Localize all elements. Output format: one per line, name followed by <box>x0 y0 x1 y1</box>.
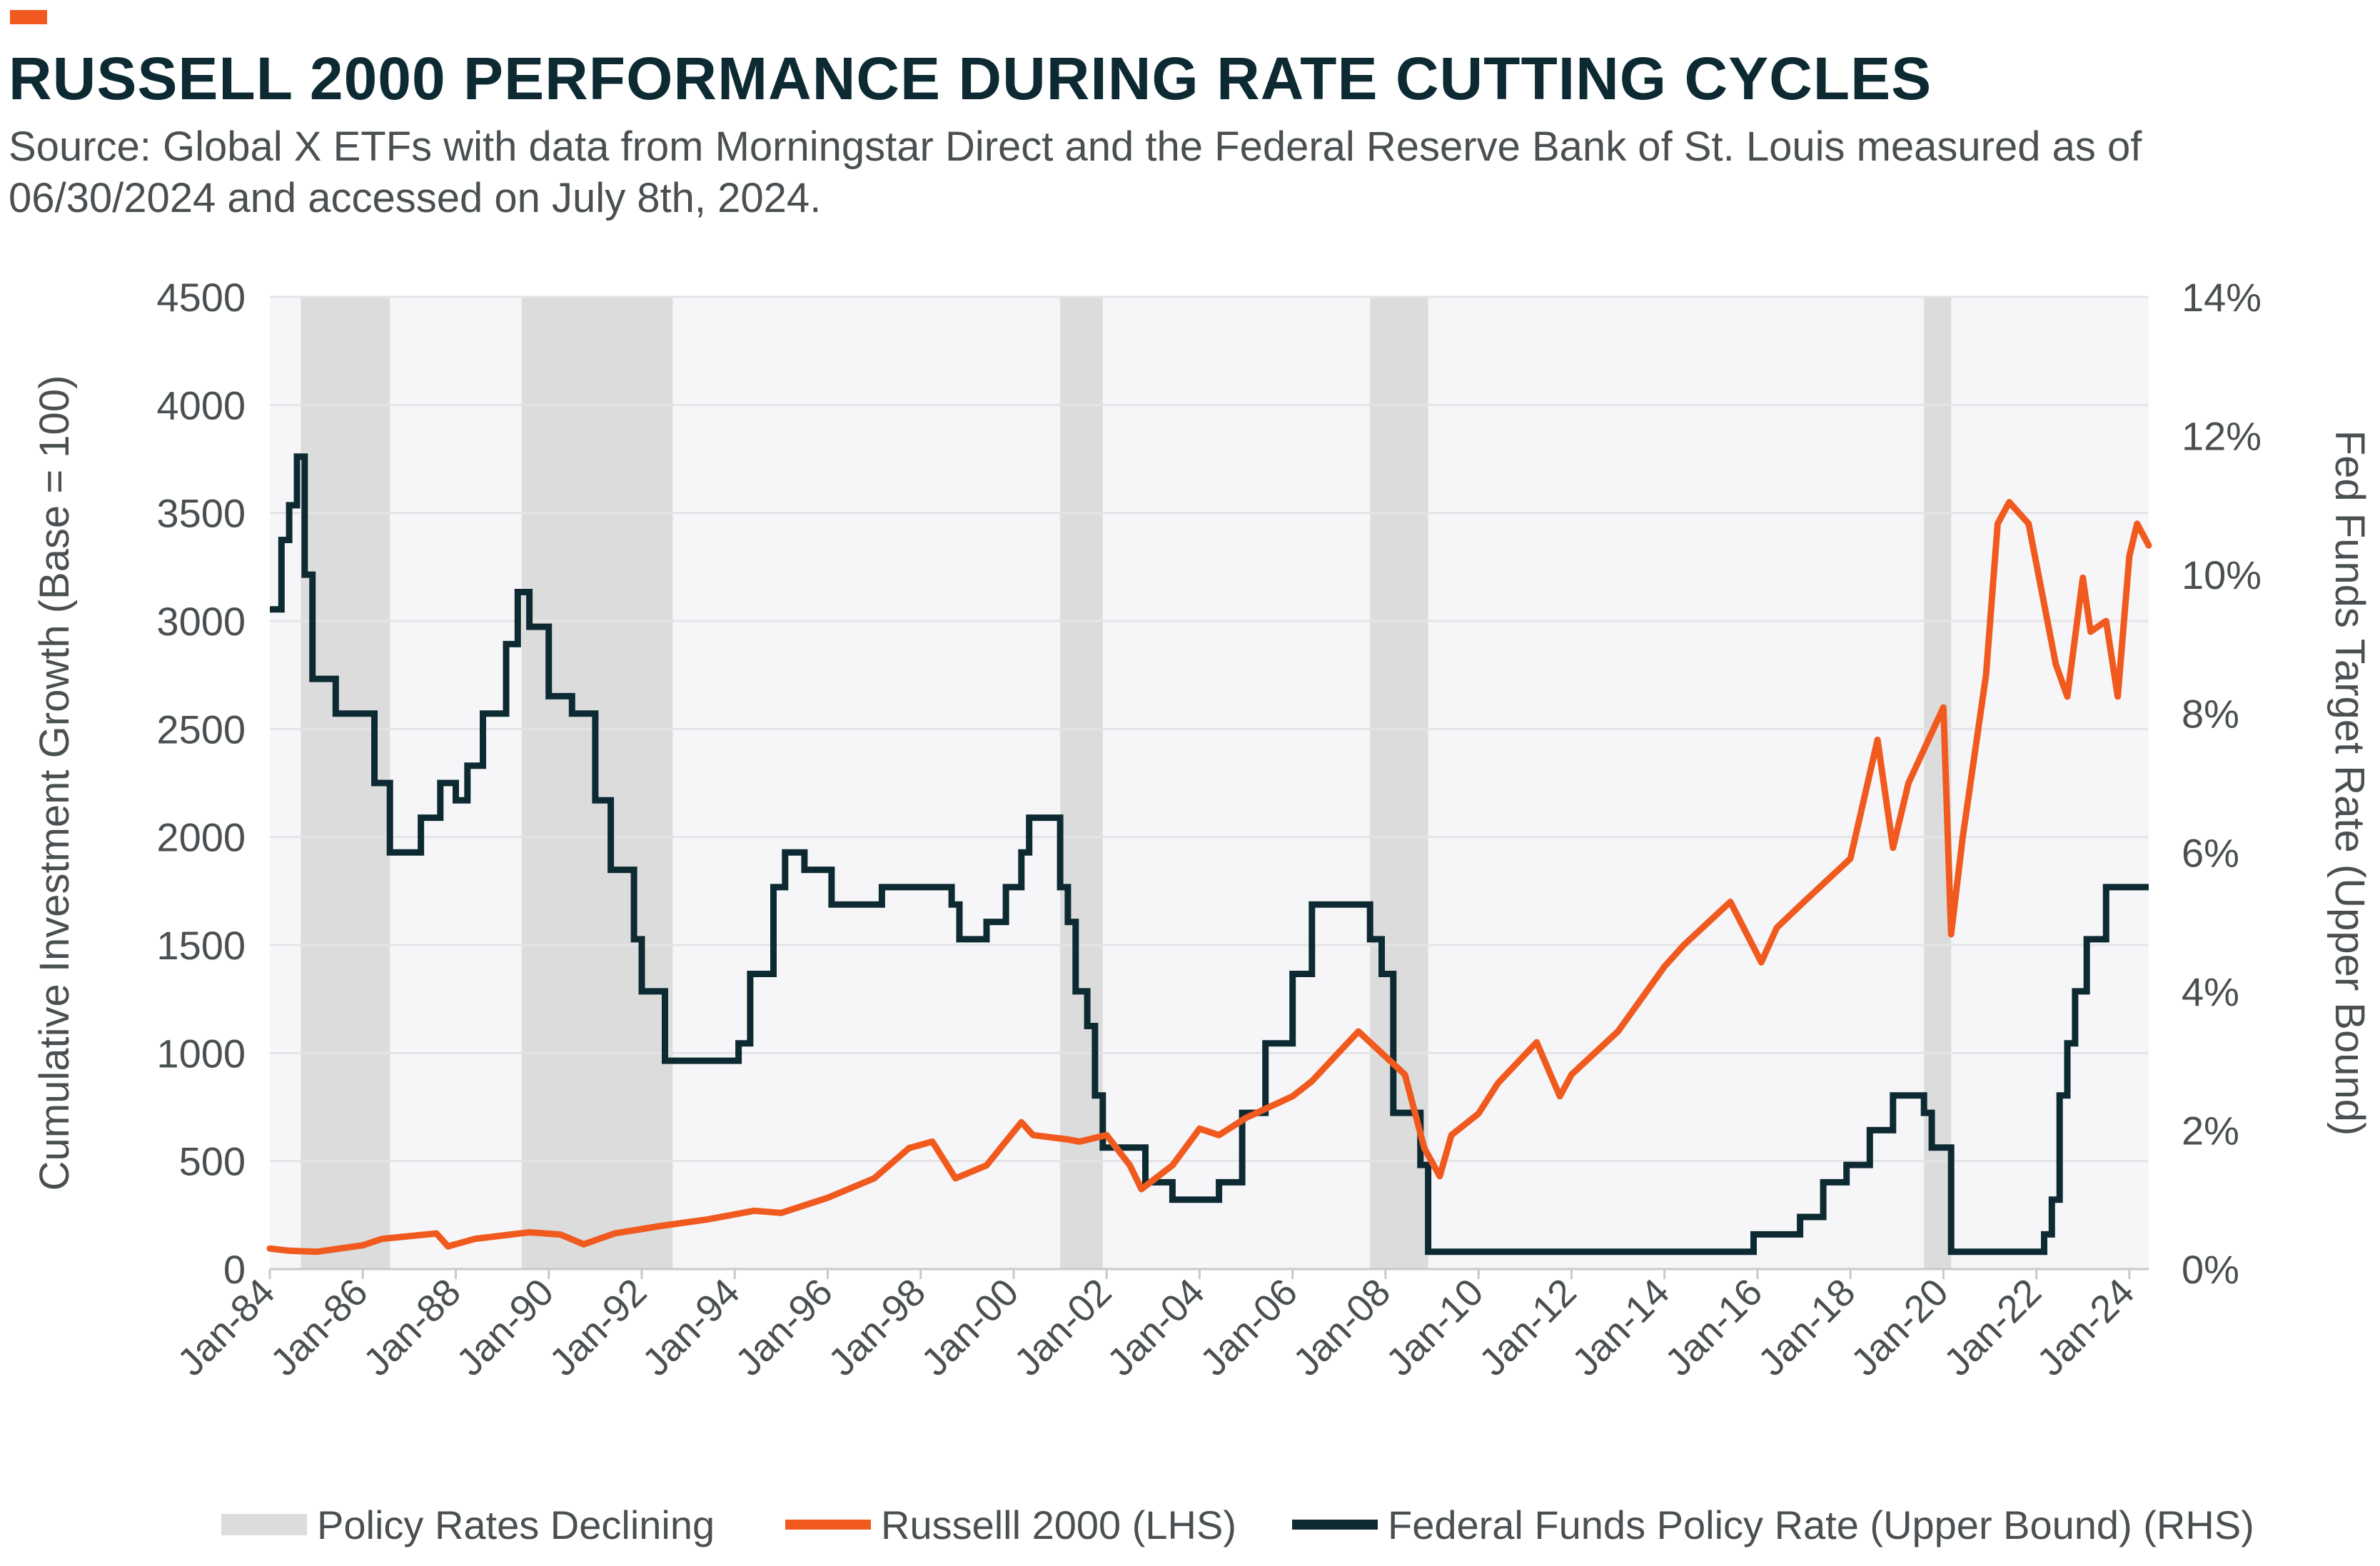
x-tick-label: Jan-94 <box>635 1271 748 1384</box>
y-right-axis-title: Fed Funds Target Rate (Upper Bound) <box>2326 430 2373 1136</box>
x-tick-label: Jan-16 <box>1657 1271 1770 1384</box>
x-tick-label: Jan-22 <box>1936 1271 2049 1384</box>
chart-subtitle: Source: Global X ETFs with data from Mor… <box>9 123 2142 221</box>
legend-swatch-shade <box>221 1514 307 1535</box>
shaded-period-3 <box>1370 297 1428 1269</box>
legend-label-shade: Policy Rates Declining <box>317 1502 715 1547</box>
legend-label-fed: Federal Funds Policy Rate (Upper Bound) … <box>1388 1502 2254 1547</box>
fed-funds-line <box>270 453 2149 1256</box>
x-tick-label: Jan-08 <box>1285 1271 1398 1384</box>
x-tick-label: Jan-90 <box>448 1271 562 1384</box>
legend-item-fed: Federal Funds Policy Rate (Upper Bound) … <box>1292 1496 2254 1553</box>
y-left-tick-label: 1500 <box>156 923 246 968</box>
x-tick-label: Jan-24 <box>2029 1271 2142 1384</box>
y-right-tick-label: 4% <box>2182 969 2239 1014</box>
legend-swatch-russell <box>785 1520 871 1530</box>
y-left-tick-label: 1000 <box>156 1031 246 1076</box>
y-right-tick-label: 0% <box>2182 1247 2239 1292</box>
x-tick-label: Jan-98 <box>820 1271 934 1384</box>
accent-bar <box>10 10 47 24</box>
x-tick-label: Jan-92 <box>541 1271 655 1384</box>
y-left-tick-label: 2000 <box>156 815 246 860</box>
x-tick-label: Jan-96 <box>727 1271 841 1384</box>
y-left-tick-label: 0 <box>223 1247 246 1292</box>
y-left-tick-label: 4000 <box>156 383 246 428</box>
x-tick-label: Jan-04 <box>1099 1271 1213 1384</box>
y-left-tick-label: 3000 <box>156 599 246 644</box>
x-tick-label: Jan-14 <box>1564 1271 1678 1384</box>
legend: Policy Rates Declining Russelll 2000 (LH… <box>0 1496 2380 1553</box>
x-tick-label: Jan-02 <box>1006 1271 1119 1384</box>
y-left-tick-label: 2500 <box>156 707 246 752</box>
y-left-axis-title: Cumulative Investment Growth (Base = 100… <box>31 375 78 1191</box>
y-left-tick-label: 4500 <box>156 275 246 320</box>
x-tick-label: Jan-18 <box>1750 1271 1863 1384</box>
legend-label-russell: Russelll 2000 (LHS) <box>881 1502 1236 1547</box>
y-right-tick-label: 6% <box>2182 830 2239 875</box>
legend-item-shade: Policy Rates Declining <box>221 1496 715 1553</box>
x-tick-label: Jan-12 <box>1471 1271 1585 1384</box>
x-tick-label: Jan-06 <box>1192 1271 1306 1384</box>
y-left-tick-label: 500 <box>179 1139 246 1184</box>
y-right-tick-label: 12% <box>2182 414 2261 459</box>
y-right-tick-label: 8% <box>2182 692 2239 737</box>
legend-item-russell: Russelll 2000 (LHS) <box>785 1496 1236 1553</box>
x-tick-label: Jan-86 <box>263 1271 376 1384</box>
y-right-tick-label: 14% <box>2182 275 2261 320</box>
y-left-tick-label: 3500 <box>156 491 246 536</box>
legend-swatch-fed <box>1292 1520 1378 1530</box>
russell-2000-line <box>266 499 2152 1256</box>
x-tick-label: Jan-00 <box>913 1271 1027 1384</box>
chart-title: RUSSELL 2000 PERFORMANCE DURING RATE CUT… <box>9 45 1932 112</box>
x-tick-label: Jan-88 <box>356 1271 469 1384</box>
y-right-tick-label: 10% <box>2182 552 2261 597</box>
x-tick-label: Jan-10 <box>1378 1271 1491 1384</box>
shaded-period-2 <box>1060 297 1103 1269</box>
y-right-tick-label: 2% <box>2182 1108 2239 1153</box>
x-tick-label: Jan-20 <box>1843 1271 1957 1384</box>
